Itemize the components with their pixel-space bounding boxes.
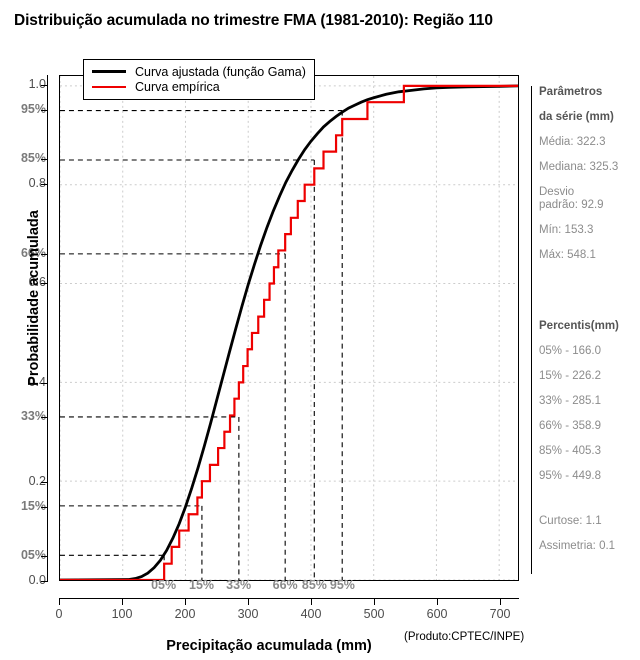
legend-label-fitted: Curva ajustada (função Gama) [135, 64, 306, 79]
x-axis-title: Precipitação acumulada (mm) [166, 638, 372, 654]
y-tick-mark [41, 581, 48, 582]
series-layer [60, 84, 518, 580]
y-axis-title: Probabilidade acumulada [26, 210, 42, 386]
stat-max: Máx: 548.1 [539, 249, 596, 261]
x-tick-mark [185, 598, 187, 605]
y-tick-mark [41, 283, 48, 285]
x-percentile-label-66: 66% [272, 578, 298, 592]
y-percentile-tick-mark [41, 417, 48, 419]
y-tick-mark [41, 184, 48, 186]
percentile-95: 95% - 449.8 [539, 470, 602, 482]
y-tick-mark [41, 481, 48, 483]
percentile-85: 85% - 405.3 [539, 445, 602, 457]
y-percentile-label-95: 95% [20, 101, 46, 116]
stat-skewness: Assimetria: 0.1 [539, 540, 616, 552]
y-percentile-tick-mark [41, 253, 48, 255]
y-tick-label-0-0: 0.0 [28, 573, 46, 587]
y-tick-mark [41, 84, 48, 86]
legend-item-empirical: Curva empírica [92, 79, 306, 94]
legend: Curva ajustada (função Gama) Curva empír… [83, 59, 315, 100]
legend-swatch-fitted [92, 70, 126, 73]
y-percentile-label-15: 15% [20, 498, 46, 513]
x-tick-label-700: 700 [489, 607, 511, 621]
x-tick-mark [311, 598, 313, 605]
x-tick-label-300: 300 [237, 607, 259, 621]
stat-sd-line1: Desvio [539, 186, 575, 198]
x-percentile-label-95: 95% [329, 578, 355, 592]
source-note: (Produto:CPTEC/INPE) [404, 631, 525, 643]
y-percentile-label-05: 05% [20, 548, 46, 563]
x-tick-label-400: 400 [300, 607, 322, 621]
y-axis-line [47, 75, 48, 581]
y-tick-label-0-2: 0.2 [28, 473, 46, 488]
plot-area [59, 75, 519, 581]
percentile-05: 05% - 166.0 [539, 345, 602, 357]
x-percentile-label-33: 33% [226, 578, 252, 592]
y-percentile-tick-mark [41, 506, 48, 508]
params-heading-line2: da série (mm) [539, 111, 614, 123]
x-tick-label-200: 200 [174, 607, 196, 621]
x-percentile-label-85: 85% [301, 578, 327, 592]
x-tick-mark [122, 598, 123, 605]
x-tick-label-600: 600 [426, 607, 448, 621]
params-heading-line1: Parâmetros [539, 86, 603, 98]
stat-kurtosis: Curtose: 1.1 [539, 515, 602, 527]
x-axis-line [59, 598, 519, 599]
x-tick-mark [500, 598, 502, 605]
x-tick-mark [59, 598, 60, 605]
x-tick-mark [248, 598, 250, 605]
y-tick-label-0-6: 0.6 [28, 275, 46, 290]
percentile-66: 66% - 358.9 [539, 420, 602, 432]
y-tick-label-0-4: 0.4 [28, 374, 46, 389]
legend-label-empirical: Curva empírica [135, 79, 220, 94]
percentile-33: 33% - 285.1 [539, 395, 602, 407]
x-tick-label-500: 500 [363, 607, 385, 621]
x-tick-mark [374, 598, 376, 605]
y-tick-mark [41, 382, 48, 384]
stat-median: Mediana: 325.3 [539, 161, 619, 173]
legend-item-fitted: Curva ajustada (função Gama) [92, 64, 306, 79]
percentiles-heading: Percentis(mm) [539, 320, 619, 332]
y-percentile-label-33: 33% [20, 409, 46, 424]
stat-sd-line2: padrão: 92.9 [539, 199, 604, 211]
stat-mean: Média: 322.3 [539, 136, 606, 148]
stat-min: Mín: 153.3 [539, 224, 594, 236]
x-tick-label-100: 100 [111, 607, 133, 621]
y-percentile-tick-mark [41, 109, 48, 111]
y-percentile-label-85: 85% [20, 151, 46, 166]
x-percentile-label-05: 05% [151, 578, 177, 592]
side-panel: Parâmetros da série (mm) Média: 322.3 Me… [539, 86, 640, 565]
percentile-15: 15% - 226.2 [539, 370, 602, 382]
y-tick-label-1-0: 1.0 [28, 76, 46, 91]
legend-swatch-empirical [92, 85, 126, 88]
y-percentile-tick-mark [41, 556, 48, 558]
side-panel-divider [531, 86, 532, 574]
y-percentile-tick-mark [41, 159, 48, 161]
x-percentile-label-15: 15% [189, 578, 215, 592]
x-tick-mark [437, 598, 439, 605]
page-title: Distribuição acumulada no trimestre FMA … [14, 12, 493, 29]
y-tick-label-0-8: 0.8 [28, 176, 46, 191]
y-percentile-label-66: 66% [20, 245, 46, 260]
x-tick-label-0: 0 [55, 607, 63, 621]
percentile-marker-layer [60, 110, 343, 580]
